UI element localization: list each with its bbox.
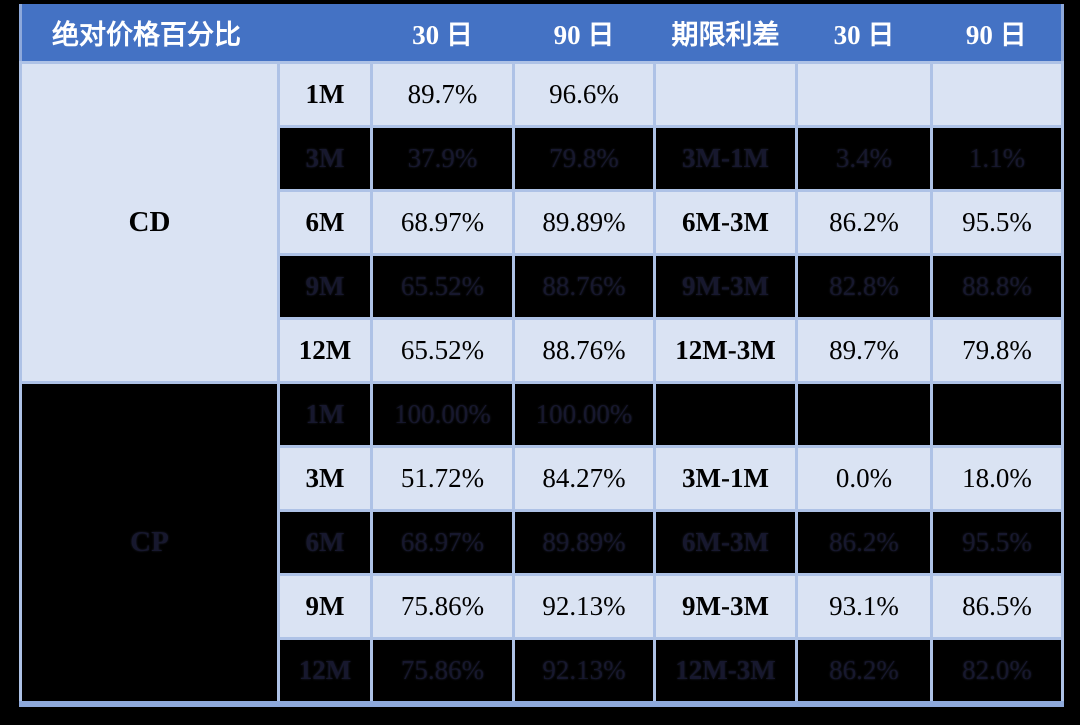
header-title: 绝对价格百分比 [20,4,372,64]
cell-abs-30d: 68.97% [370,509,515,576]
cell-spread: 3M-1M [653,125,798,192]
cell-spread-90d: 82.0% [930,637,1064,706]
cell-abs-90d: 89.89% [512,189,656,256]
cell-spread: 6M-3M [653,509,798,576]
cell-tenor: 12M [277,637,373,706]
cell-spread: 12M-3M [653,637,798,706]
cell-abs-30d: 75.86% [370,573,515,640]
cell-abs-30d: 65.52% [370,253,515,320]
cell-tenor: 1M [277,61,373,128]
header-abs-30d: 30 日 [371,4,514,64]
cell-abs-30d: 89.7% [370,61,515,128]
cell-abs-30d: 51.72% [370,445,515,512]
cell-spread-90d: 1.1% [930,125,1064,192]
cell-spread-30d [795,381,933,448]
group-label-cd: CD [19,61,280,384]
cell-abs-30d: 75.86% [370,637,515,706]
header-spread-90d: 90 日 [931,4,1063,64]
group-label-cp: CP [19,381,280,706]
cell-abs-90d: 100.00% [512,381,656,448]
table-row-hidden: CP 1M 100.00% 100.00% [19,381,1064,706]
cell-spread [653,381,798,448]
cell-abs-30d: 68.97% [370,189,515,256]
cell-tenor: 1M [277,381,373,448]
cell-abs-90d: 92.13% [512,637,656,706]
cell-spread-30d [795,61,933,128]
cell-spread-30d: 86.2% [795,509,933,576]
table-row: CD 1M 89.7% 96.6% [19,61,1064,384]
header-spread-30d: 30 日 [796,4,932,64]
cell-abs-90d: 96.6% [512,61,656,128]
cell-abs-90d: 79.8% [512,125,656,192]
price-percentile-table: 绝对价格百分比 30 日 90 日 期限利差 30 日 90 日 CD 1M 8… [19,4,1064,707]
table-row: 9M 75.86% 92.13% 9M-3M 93.1% 86.5% [21,573,1064,640]
cell-spread-30d: 0.0% [795,445,933,512]
cell-spread-30d: 3.4% [795,125,933,192]
cell-tenor: 9M [277,253,373,320]
cell-tenor: 12M [277,317,373,384]
cell-abs-90d: 84.27% [512,445,656,512]
cell-spread-30d: 93.1% [795,573,933,640]
header-abs-90d: 90 日 [513,4,655,64]
cell-tenor: 3M [277,445,373,512]
cell-spread-90d: 95.5% [930,509,1064,576]
table-row: 12M 65.52% 88.76% 12M-3M 89.7% 79.8% [21,317,1064,384]
cell-spread-90d: 95.5% [930,189,1064,256]
cell-tenor: 6M [277,509,373,576]
cell-abs-30d: 100.00% [370,381,515,448]
cell-spread-30d: 86.2% [795,189,933,256]
cell-tenor: 3M [277,125,373,192]
header-term-spread: 期限利差 [654,4,797,64]
cell-tenor: 6M [277,189,373,256]
cell-spread-30d: 82.8% [795,253,933,320]
cell-abs-90d: 88.76% [512,253,656,320]
cell-abs-30d: 37.9% [370,125,515,192]
table-row-hidden: 3M 37.9% 79.8% 3M-1M 3.4% 1.1% [21,125,1064,192]
cell-spread-30d: 86.2% [795,637,933,706]
cell-abs-30d: 65.52% [370,317,515,384]
cell-tenor: 9M [277,573,373,640]
header-row: 绝对价格百分比 30 日 90 日 期限利差 30 日 90 日 [20,4,1063,64]
table-row: 3M 51.72% 84.27% 3M-1M 0.0% 18.0% [21,445,1064,512]
cell-spread: 3M-1M [653,445,798,512]
cell-spread-90d [930,61,1064,128]
table-row: 6M 68.97% 89.89% 6M-3M 86.2% 95.5% [21,189,1064,256]
cell-spread-90d: 18.0% [930,445,1064,512]
table-row-hidden: 12M 75.86% 92.13% 12M-3M 86.2% 82.0% [21,637,1064,706]
cell-spread-90d: 86.5% [930,573,1064,640]
cell-spread: 12M-3M [653,317,798,384]
table-row-hidden: 6M 68.97% 89.89% 6M-3M 86.2% 95.5% [21,509,1064,576]
cell-spread-30d: 89.7% [795,317,933,384]
cell-spread-90d [930,381,1064,448]
table-row-hidden: 9M 65.52% 88.76% 9M-3M 82.8% 88.8% [21,253,1064,320]
cell-abs-90d: 89.89% [512,509,656,576]
cell-spread-90d: 79.8% [930,317,1064,384]
cell-spread: 9M-3M [653,253,798,320]
cell-spread: 9M-3M [653,573,798,640]
cell-abs-90d: 92.13% [512,573,656,640]
cell-spread [653,61,798,128]
cell-abs-90d: 88.76% [512,317,656,384]
price-percentile-table-wrap: 绝对价格百分比 30 日 90 日 期限利差 30 日 90 日 CD 1M 8… [19,4,1064,707]
cell-spread: 6M-3M [653,189,798,256]
cell-spread-90d: 88.8% [930,253,1064,320]
